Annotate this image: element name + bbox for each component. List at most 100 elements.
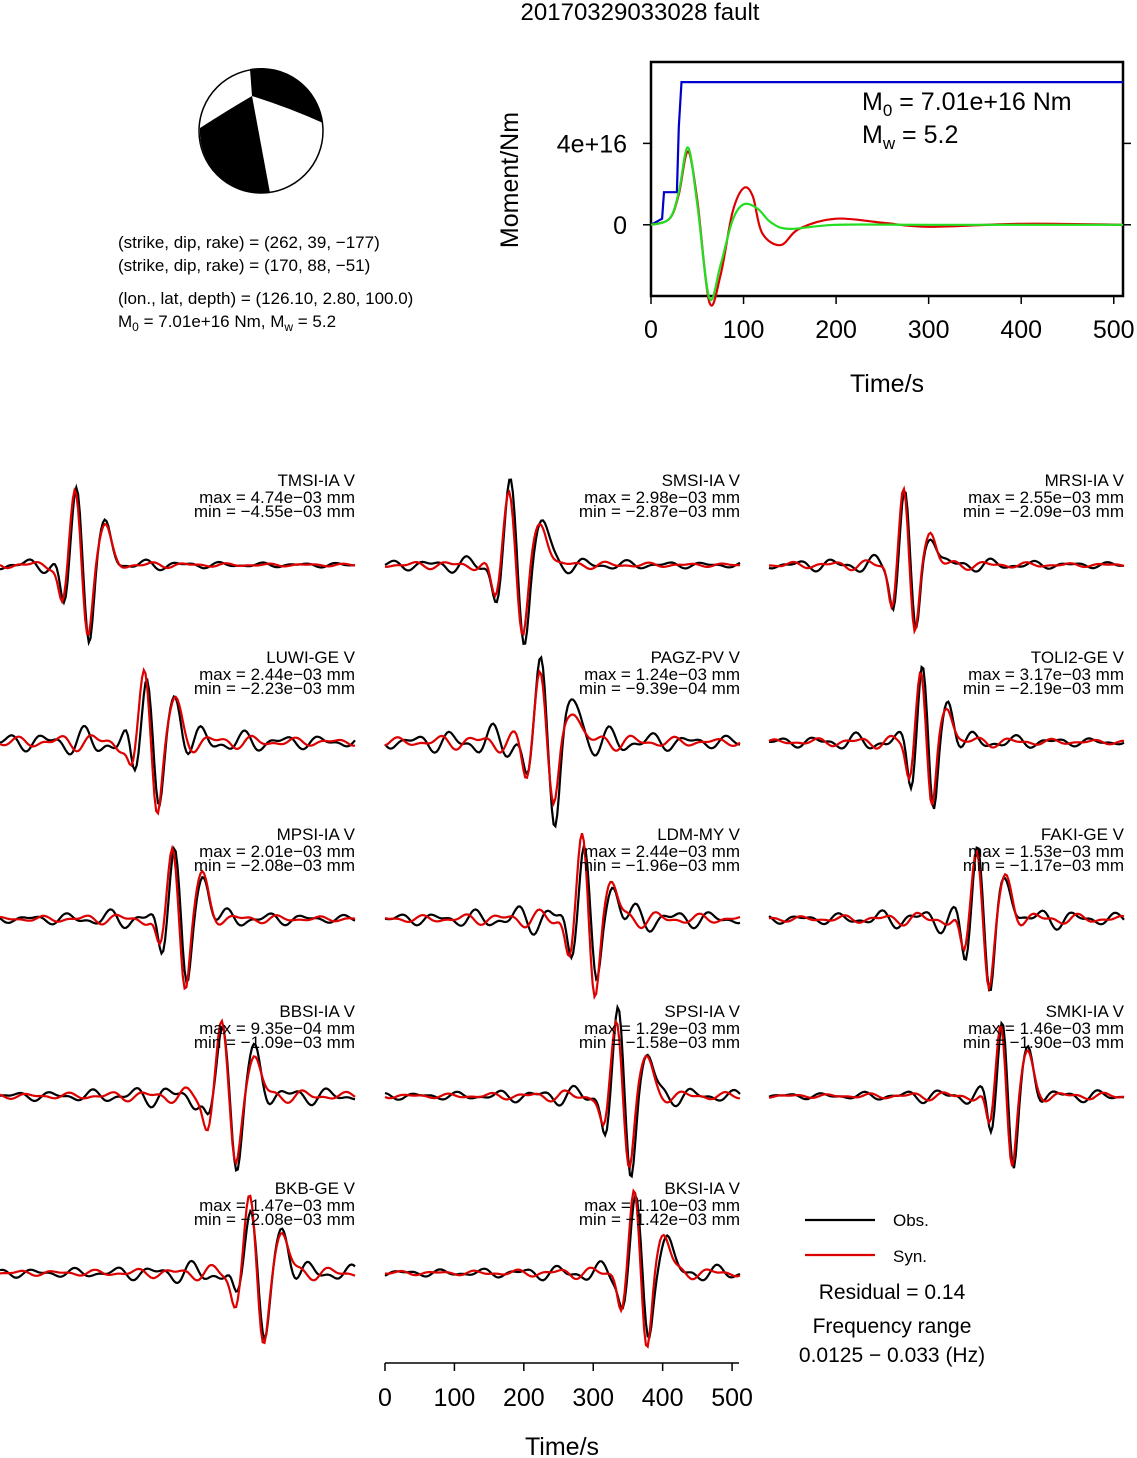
synthetic-trace bbox=[384, 669, 741, 808]
max-amplitude-label: max = 3.17e−03 mm bbox=[968, 665, 1124, 684]
max-amplitude-label: max = 1.10e−03 mm bbox=[584, 1196, 740, 1215]
min-amplitude-label: min = −1.90e−03 mm bbox=[963, 1033, 1124, 1052]
observed-trace bbox=[384, 1003, 741, 1179]
station-label: SPSI-IA V bbox=[664, 1002, 740, 1021]
synthetic-trace bbox=[385, 489, 740, 636]
hypocenter-location: (lon., lat, depth) = (126.10, 2.80, 100.… bbox=[118, 289, 413, 308]
moment-ytick-label: 4e+16 bbox=[557, 130, 627, 158]
synthetic-trace bbox=[384, 1018, 741, 1170]
min-amplitude-label: min = −4.55e−03 mm bbox=[194, 502, 355, 521]
waveform-xtick-label: 500 bbox=[711, 1384, 753, 1412]
beachball-compressional-quadrant bbox=[250, 67, 323, 123]
waveform-xtick-label: 100 bbox=[434, 1384, 476, 1412]
observed-trace bbox=[0, 677, 356, 807]
moment-ytick-label: 0 bbox=[613, 212, 627, 240]
min-amplitude-label: min = −1.09e−03 mm bbox=[194, 1033, 355, 1052]
synthetic-trace bbox=[0, 487, 356, 636]
observed-trace bbox=[0, 1025, 356, 1172]
moment-ylabel: Moment/Nm bbox=[496, 112, 524, 248]
frequency-range-title: Frequency range bbox=[813, 1315, 972, 1338]
synthetic-trace bbox=[385, 1188, 741, 1349]
moment-xtick-label: 200 bbox=[815, 316, 857, 344]
max-amplitude-label: max = 1.47e−03 mm bbox=[199, 1196, 355, 1215]
magnitude-summary: M0 = 7.01e+16 Nm, Mw = 5.2 bbox=[118, 312, 336, 334]
moment-xlabel: Time/s bbox=[850, 370, 924, 398]
synthetic-trace bbox=[768, 1025, 1125, 1167]
waveform-time-axis: 0 100 200 300 400 500 bbox=[378, 1362, 753, 1412]
beachball-compressional-quadrant-2 bbox=[199, 96, 270, 194]
moment-annotation-mw: Mw = 5.2 bbox=[862, 121, 958, 153]
moment-series-1 bbox=[650, 150, 1124, 307]
min-amplitude-label: min = −2.23e−03 mm bbox=[194, 679, 355, 698]
moment-xtick-label: 300 bbox=[908, 316, 950, 344]
legend: Obs. Syn. Residual = 0.14 Frequency rang… bbox=[799, 1211, 985, 1367]
moment-annotation-m0: M0 = 7.01e+16 Nm bbox=[862, 88, 1072, 120]
max-amplitude-label: max = 1.29e−03 mm bbox=[584, 1019, 740, 1038]
station-label: BKSI-IA V bbox=[664, 1179, 740, 1198]
moment-xtick-label: 0 bbox=[644, 316, 658, 344]
min-amplitude-label: min = −1.58e−03 mm bbox=[579, 1033, 740, 1052]
max-amplitude-label: max = 2.44e−03 mm bbox=[584, 842, 740, 861]
observed-trace bbox=[0, 1208, 356, 1343]
max-amplitude-label: max = 2.55e−03 mm bbox=[968, 488, 1124, 507]
station-label: SMKI-IA V bbox=[1046, 1002, 1125, 1021]
observed-trace bbox=[0, 845, 356, 985]
max-amplitude-label: max = 1.24e−03 mm bbox=[584, 665, 740, 684]
legend-obs-label: Obs. bbox=[893, 1211, 929, 1230]
station-label: LDM-MY V bbox=[657, 825, 740, 844]
moment-series-2 bbox=[650, 146, 1123, 302]
waveform-xtick-label: 0 bbox=[378, 1384, 392, 1412]
observed-trace bbox=[384, 842, 741, 982]
min-amplitude-label: min = −2.08e−03 mm bbox=[194, 1210, 355, 1229]
moment-xtick-label: 100 bbox=[723, 316, 765, 344]
min-amplitude-label: min = −2.08e−03 mm bbox=[194, 856, 355, 875]
beachball bbox=[198, 67, 324, 194]
min-amplitude-label: min = −2.87e−03 mm bbox=[579, 502, 740, 521]
moment-series-0 bbox=[650, 81, 1123, 226]
min-amplitude-label: min = −2.09e−03 mm bbox=[963, 502, 1124, 521]
min-amplitude-label: min = −1.42e−03 mm bbox=[579, 1210, 740, 1229]
observed-trace bbox=[768, 665, 1125, 810]
legend-syn-label: Syn. bbox=[893, 1247, 927, 1266]
synthetic-trace bbox=[0, 844, 356, 991]
station-label: TMSI-IA V bbox=[278, 471, 356, 490]
moment-chart-frame bbox=[649, 60, 1125, 298]
synthetic-trace bbox=[768, 848, 1125, 993]
synthetic-trace bbox=[0, 667, 355, 816]
station-label: MRSI-IA V bbox=[1045, 471, 1125, 490]
max-amplitude-label: max = 2.01e−03 mm bbox=[199, 842, 355, 861]
figure-title: 20170329033028 fault bbox=[521, 0, 760, 26]
station-label: TOLI2-GE V bbox=[1031, 648, 1125, 667]
moment-xtick-label: 400 bbox=[1000, 316, 1042, 344]
max-amplitude-label: max = 1.53e−03 mm bbox=[968, 842, 1124, 861]
synthetic-trace bbox=[768, 671, 1125, 806]
synthetic-trace bbox=[0, 1018, 356, 1167]
synthetic-trace bbox=[384, 833, 741, 1001]
synthetic-trace bbox=[0, 1194, 356, 1345]
station-label: LUWI-GE V bbox=[266, 648, 355, 667]
waveform-xtick-label: 400 bbox=[642, 1384, 684, 1412]
station-label: MPSI-IA V bbox=[277, 825, 356, 844]
station-label: PAGZ-PV V bbox=[651, 648, 741, 667]
min-amplitude-label: min = −1.17e−03 mm bbox=[963, 856, 1124, 875]
max-amplitude-label: max = 2.98e−03 mm bbox=[584, 488, 740, 507]
focal-mechanism-plane1: (strike, dip, rake) = (262, 39, −177) bbox=[118, 233, 380, 252]
max-amplitude-label: max = 9.35e−04 mm bbox=[199, 1019, 355, 1038]
moment-xtick-label: 500 bbox=[1093, 316, 1135, 344]
min-amplitude-label: min = −2.19e−03 mm bbox=[963, 679, 1124, 698]
residual-text: Residual = 0.14 bbox=[819, 1281, 966, 1304]
min-amplitude-label: min = −1.96e−03 mm bbox=[579, 856, 740, 875]
